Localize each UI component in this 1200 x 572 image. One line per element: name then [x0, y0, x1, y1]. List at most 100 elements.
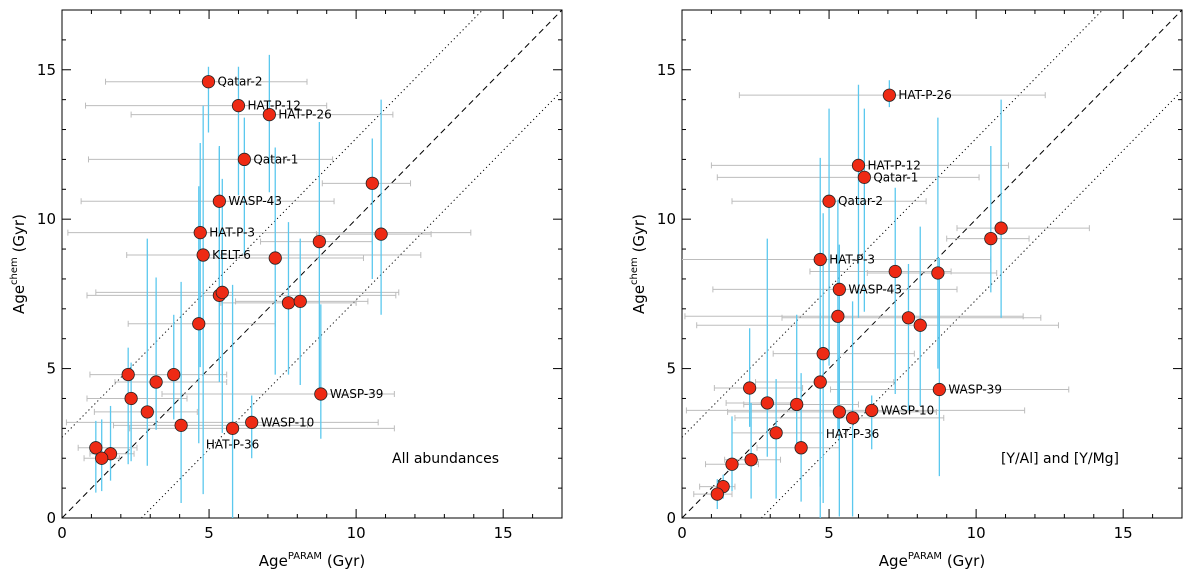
- data-point: [268, 251, 282, 265]
- data-point: [174, 418, 188, 432]
- data-point: [760, 396, 774, 410]
- point-wasp-39: [932, 382, 946, 397]
- x-axis-title-sup: PARAM: [908, 551, 942, 562]
- label-hat-p-36: HAT-P-36: [826, 427, 879, 441]
- panel-annotation: [Y/Al] and [Y/Mg]: [1001, 451, 1119, 467]
- data-point: [790, 397, 804, 412]
- x-axis-title-base: Age: [259, 552, 288, 570]
- data-point: [832, 405, 846, 419]
- y-axis-title-unit: (Gyr): [10, 214, 28, 257]
- x-tick-label: 0: [57, 524, 67, 542]
- x-axis-title: AgePARAM (Gyr): [879, 551, 985, 570]
- panel-annotation: All abundances: [392, 451, 499, 467]
- data-point: [215, 285, 229, 299]
- label-kelt-6: KELT-6: [212, 248, 251, 262]
- point-hat-p-3: [193, 226, 207, 240]
- data-point: [743, 381, 757, 395]
- y-tick-label: 15: [37, 61, 56, 79]
- y-axis-title-base: Age: [10, 285, 28, 314]
- point-hat-p-36: [225, 421, 240, 435]
- data-point: [121, 367, 135, 382]
- label-hat-p-3: HAT-P-3: [209, 226, 255, 240]
- y-axis-title-base: Age: [630, 285, 648, 314]
- label-qatar-2: Qatar-2: [838, 194, 883, 208]
- data-point: [901, 311, 916, 325]
- label-wasp-43: WASP-43: [848, 282, 902, 296]
- point-qatar-2: [822, 194, 836, 208]
- label-qatar-1: Qatar-1: [253, 152, 298, 166]
- plot-frame: [681, 9, 1183, 519]
- x-axis-title: AgePARAM (Gyr): [259, 551, 365, 570]
- x-tick-label: 10: [967, 524, 986, 542]
- data-point: [994, 221, 1008, 235]
- error-bars: [65, 54, 472, 518]
- data-point: [913, 318, 927, 332]
- data-point: [281, 296, 296, 310]
- label-wasp-39: WASP-39: [948, 383, 1002, 397]
- label-hat-p-26: HAT-P-26: [898, 88, 951, 102]
- y-tick-label: 10: [657, 210, 676, 228]
- data-points: [710, 88, 1008, 501]
- x-tick-label: 15: [494, 524, 513, 542]
- x-tick-label: 15: [1114, 524, 1133, 542]
- data-point: [149, 375, 163, 389]
- point-hat-p-36: [845, 411, 860, 425]
- point-wasp-10: [865, 403, 879, 418]
- data-point: [984, 232, 998, 246]
- data-point: [725, 457, 739, 471]
- x-axis-title-base: Age: [879, 552, 908, 570]
- x-axis-title-sup: PARAM: [288, 551, 322, 562]
- label-wasp-43: WASP-43: [228, 194, 282, 208]
- point-wasp-43: [212, 194, 226, 208]
- point-wasp-10: [245, 415, 259, 429]
- x-tick-label: 5: [204, 524, 214, 542]
- y-tick-label: 10: [37, 210, 56, 228]
- x-tick-label: 5: [824, 524, 834, 542]
- data-point: [192, 317, 206, 331]
- point-qatar-1: [237, 152, 251, 167]
- y-axis-title-sup: chem: [629, 257, 640, 285]
- data-point: [124, 391, 138, 406]
- y-axis-title: Agechem (Gyr): [9, 214, 28, 314]
- label-hat-p-36: HAT-P-36: [206, 437, 259, 451]
- plot-frame: [61, 9, 563, 519]
- point-hat-p-26: [262, 107, 276, 122]
- label-wasp-10: WASP-10: [881, 403, 935, 417]
- data-point: [813, 375, 827, 389]
- data-point: [140, 405, 154, 419]
- point-qatar-1: [857, 170, 871, 184]
- data-points: [89, 75, 388, 465]
- label-wasp-39: WASP-39: [330, 387, 384, 401]
- data-point: [89, 441, 103, 455]
- upper-offset-line: [682, 10, 1104, 438]
- x-tick-label: 10: [347, 524, 366, 542]
- data-point: [769, 426, 783, 440]
- point-hat-p-3: [813, 252, 827, 267]
- point-qatar-2: [201, 75, 216, 89]
- data-point: [293, 294, 307, 308]
- label-qatar-2: Qatar-2: [217, 75, 262, 89]
- label-hat-p-12: HAT-P-12: [867, 158, 920, 172]
- label-hat-p-3: HAT-P-3: [829, 253, 875, 267]
- data-point: [744, 453, 758, 467]
- data-point: [312, 234, 326, 249]
- y-tick-label: 5: [666, 360, 676, 378]
- point-wasp-39: [314, 387, 328, 401]
- x-axis-title-unit: (Gyr): [322, 552, 365, 570]
- x-axis-title-unit: (Gyr): [942, 552, 985, 570]
- data-point: [831, 309, 845, 323]
- label-wasp-10: WASP-10: [261, 415, 315, 429]
- point-wasp-43: [832, 282, 846, 296]
- upper-offset-line: [62, 10, 484, 438]
- label-hat-p-12: HAT-P-12: [247, 99, 300, 113]
- y-axis-title-unit: (Gyr): [630, 214, 648, 257]
- error-bars: [682, 80, 1090, 518]
- reference-lines: [62, 10, 562, 518]
- y-tick-label: 15: [657, 61, 676, 79]
- y-axis-title: Agechem (Gyr): [629, 214, 648, 314]
- point-hat-p-12: [231, 99, 246, 113]
- y-tick-label: 0: [666, 509, 676, 527]
- data-point: [794, 441, 808, 455]
- point-kelt-6: [196, 248, 210, 262]
